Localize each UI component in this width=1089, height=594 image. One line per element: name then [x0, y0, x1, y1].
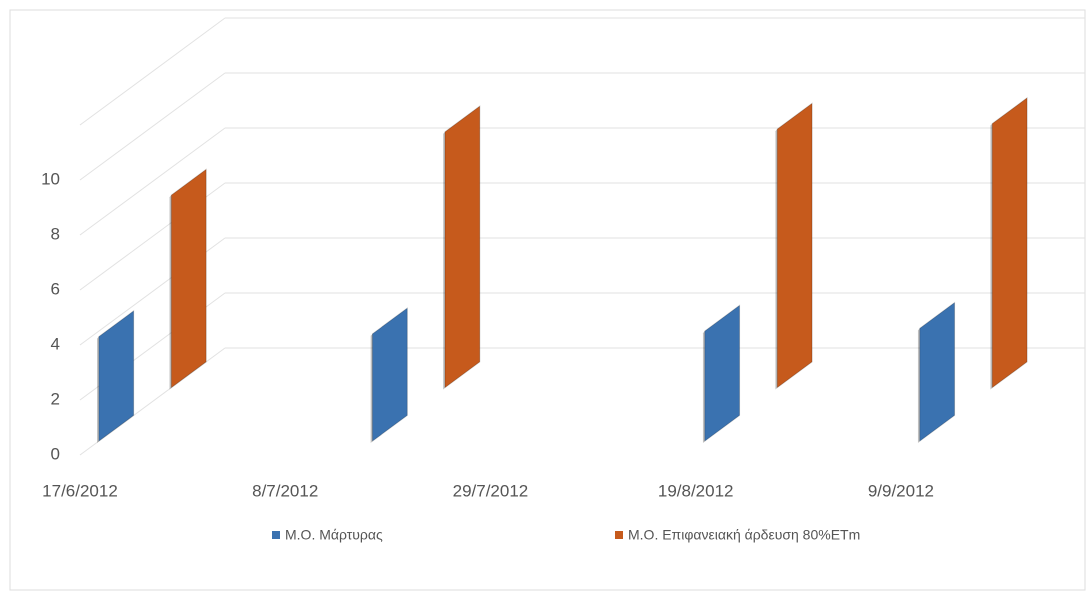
- y-tick-label: 2: [51, 389, 60, 408]
- grid-line: [79, 72, 226, 181]
- x-tick-label: 19/8/2012: [658, 481, 734, 500]
- grid-line: [79, 127, 226, 236]
- y-tick-label: 8: [51, 224, 60, 243]
- legend-swatch: [272, 531, 280, 539]
- bar: [444, 105, 481, 389]
- wall-edge: [79, 17, 226, 126]
- x-tick-label: 29/7/2012: [453, 481, 529, 500]
- y-tick-label: 10: [41, 169, 60, 188]
- legend-swatch: [615, 531, 623, 539]
- bar: [704, 304, 741, 443]
- y-tick-label: 6: [51, 279, 60, 298]
- y-tick-label: 0: [51, 444, 60, 463]
- x-tick-label: 8/7/2012: [252, 481, 318, 500]
- bar-edge: [917, 328, 920, 444]
- bar: [776, 102, 813, 389]
- bar-edge: [990, 123, 993, 390]
- bar-edge: [97, 336, 99, 444]
- bar: [991, 96, 1028, 389]
- bar: [98, 309, 135, 443]
- bar-edge: [702, 331, 705, 444]
- x-tick-label: 9/9/2012: [868, 481, 934, 500]
- x-tick-label: 17/6/2012: [42, 481, 118, 500]
- bar: [919, 301, 956, 443]
- bar-edge: [775, 129, 778, 390]
- bar: [170, 168, 207, 389]
- bar: [371, 307, 408, 443]
- legend-label: Μ.Ο. Επιφανειακή άρδευση 80%ETm: [628, 527, 860, 543]
- bar-edge: [169, 195, 172, 390]
- bar-edge: [370, 333, 373, 444]
- bar-edge: [443, 131, 445, 390]
- legend-label: Μ.Ο. Μάρτυρας: [285, 527, 383, 543]
- y-tick-label: 4: [51, 334, 60, 353]
